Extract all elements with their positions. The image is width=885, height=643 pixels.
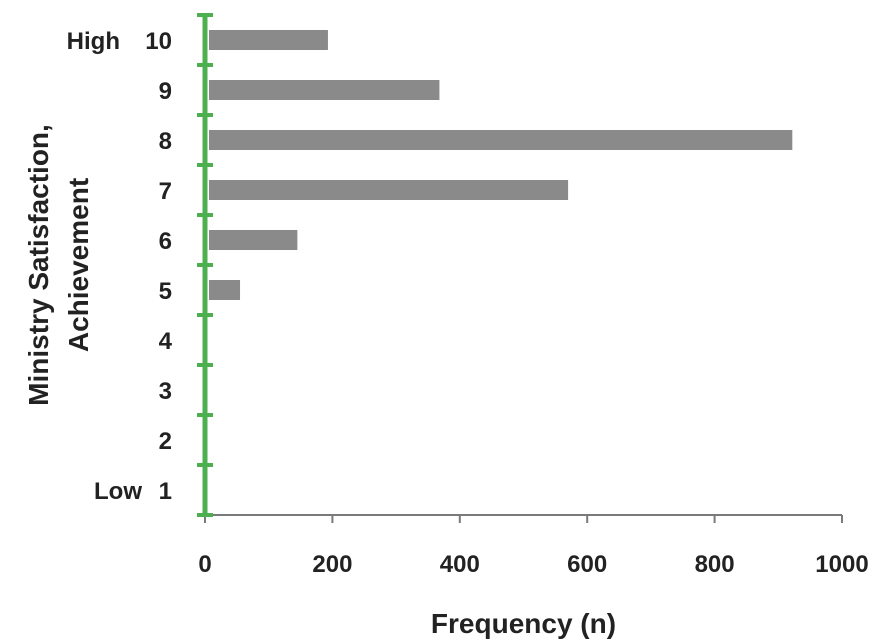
- y-tick-label-7: 7: [159, 178, 172, 205]
- y-tick-labels: 1 2 3 4 5 6 7 8 9 10: [145, 28, 172, 505]
- bar-5: [209, 280, 241, 300]
- y-axis-title-line-2: Achievement: [63, 178, 94, 352]
- y-annotation-high: High: [67, 28, 120, 55]
- y-annotation-low: Low: [94, 478, 142, 505]
- y-tick-label-5: 5: [159, 278, 172, 305]
- y-tick-marks: [197, 13, 213, 517]
- y-tick-label-10: 10: [145, 28, 172, 55]
- bar-10: [209, 30, 328, 50]
- y-tick-label-1: 1: [159, 478, 172, 505]
- bar-6: [209, 230, 298, 250]
- x-tick-label-0: 0: [198, 551, 211, 578]
- x-tick-label-1000: 1000: [815, 551, 868, 578]
- y-tick-label-2: 2: [159, 428, 172, 455]
- y-tick-label-4: 4: [159, 328, 173, 355]
- x-tick-label-200: 200: [312, 551, 352, 578]
- bar-7: [209, 180, 569, 200]
- x-tick-label-600: 600: [567, 551, 607, 578]
- bars-group: [209, 30, 793, 300]
- y-axis-title: Ministry Satisfaction, Achievement: [23, 124, 94, 406]
- x-tick-label-800: 800: [695, 551, 735, 578]
- y-tick-label-9: 9: [159, 78, 172, 105]
- y-axis-title-line-1: Ministry Satisfaction,: [23, 124, 54, 406]
- x-tick-label-400: 400: [440, 551, 480, 578]
- y-tick-label-3: 3: [159, 378, 172, 405]
- x-tick-labels: 0 200 400 600 800 1000: [198, 551, 868, 578]
- y-tick-label-8: 8: [159, 128, 172, 155]
- x-tick-marks: [204, 515, 843, 523]
- bar-9: [209, 80, 440, 100]
- bar-8: [209, 130, 793, 150]
- x-axis-title: Frequency (n): [431, 608, 616, 639]
- y-category-annotations: Low High: [67, 28, 143, 505]
- y-tick-label-6: 6: [159, 228, 172, 255]
